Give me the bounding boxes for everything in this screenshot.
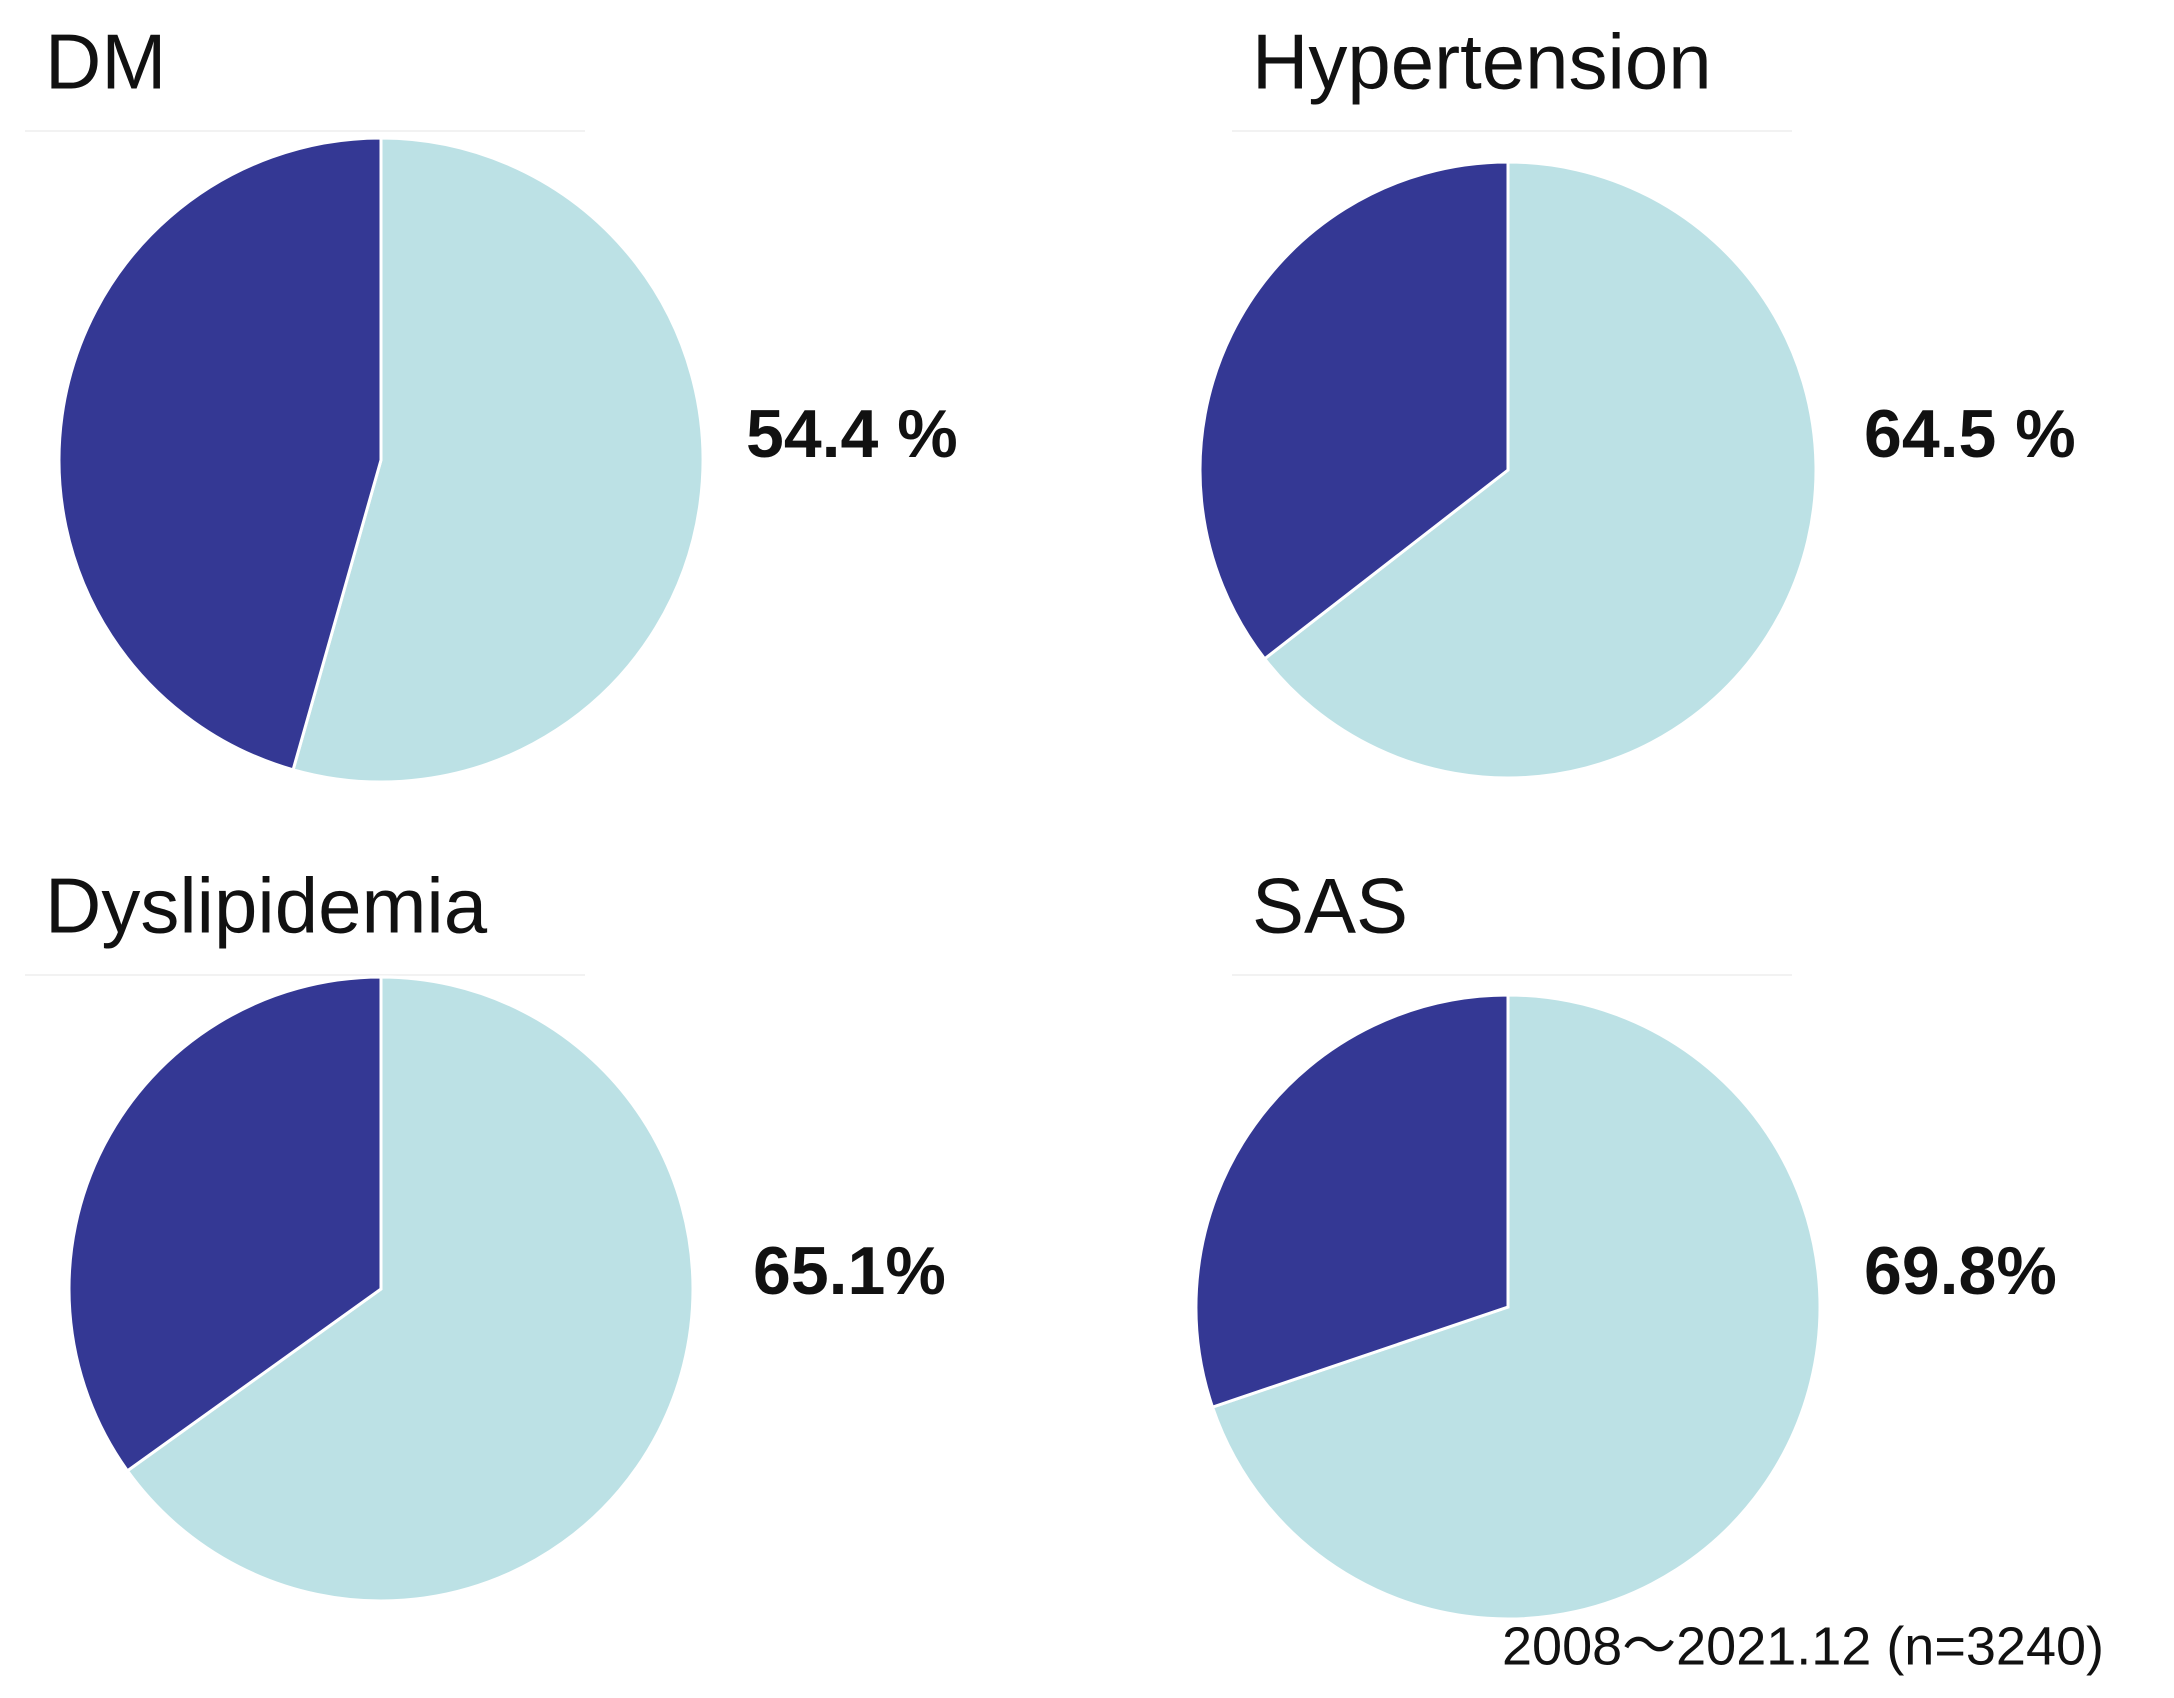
pie-title: Dyslipidemia [45, 862, 488, 950]
pie-title: DM [45, 18, 166, 106]
pie-slice [1262, 160, 1818, 780]
pie-slice [125, 975, 695, 1603]
value-label: 69.8% [1864, 1233, 2057, 1309]
pie-slice [1194, 993, 1510, 1410]
pie-slice [291, 136, 705, 784]
pie-title: Hypertension [1252, 18, 1712, 106]
pie-title: SAS [1252, 862, 1408, 950]
value-label: 65.1% [753, 1233, 946, 1309]
pie-slice [67, 975, 383, 1473]
pie-slice [1198, 160, 1510, 661]
footnote: 2008〜2021.12 (n=3240) [1502, 1616, 2104, 1676]
value-label: 54.4 % [746, 396, 958, 472]
pie-slice [57, 136, 383, 772]
value-label: 64.5 % [1864, 396, 2076, 472]
pie-slice [1210, 993, 1822, 1621]
